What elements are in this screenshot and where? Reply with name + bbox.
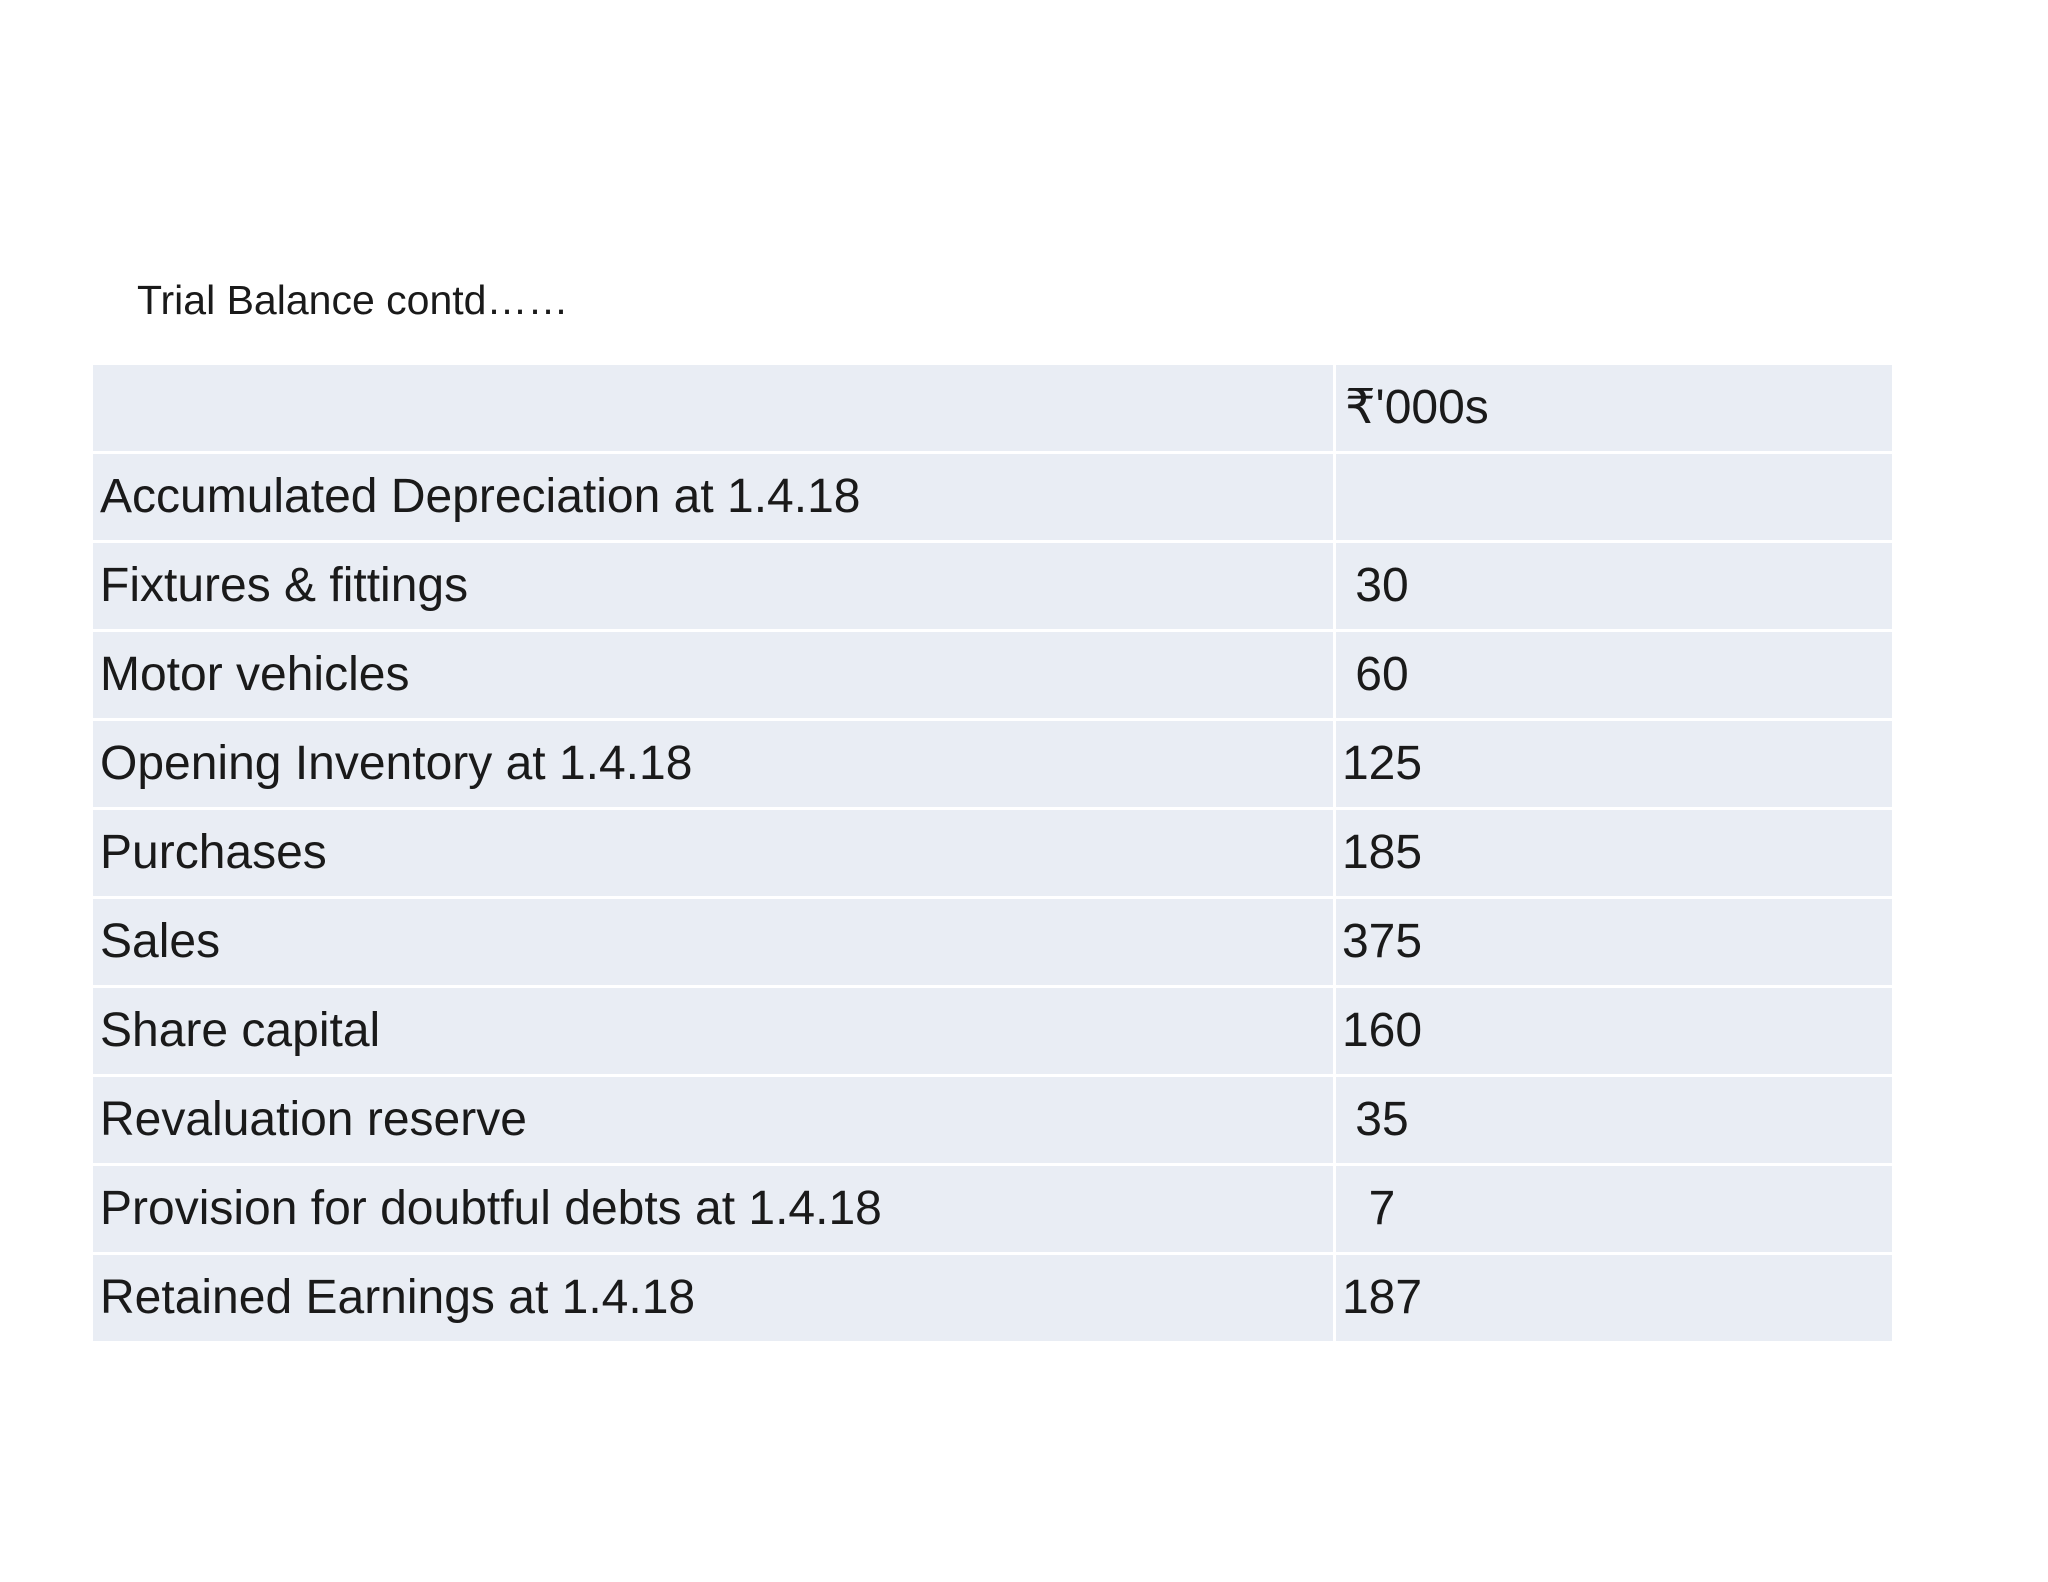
- row-label: Motor vehicles: [93, 632, 1333, 718]
- row-label: Sales: [93, 899, 1333, 985]
- row-value: 187: [1341, 1271, 1423, 1324]
- table-row: Motor vehicles 60: [93, 632, 1892, 718]
- row-label: Revaluation reserve: [93, 1077, 1333, 1163]
- table-header-row: ₹'000s: [93, 365, 1892, 451]
- row-label: Share capital: [93, 988, 1333, 1074]
- row-label: Fixtures & fittings: [93, 543, 1333, 629]
- row-value: 160: [1341, 1004, 1423, 1057]
- row-value-cell: 160: [1336, 988, 1892, 1074]
- row-value-cell: 185: [1336, 810, 1892, 896]
- table-row: Purchases 185: [93, 810, 1892, 896]
- header-label-cell: [93, 365, 1333, 451]
- row-value: 7: [1368, 1182, 1396, 1235]
- page-title: Trial Balance contd……: [137, 277, 569, 323]
- row-value-cell: 7: [1336, 1166, 1892, 1252]
- row-value-cell: 375: [1336, 899, 1892, 985]
- row-value-cell: 187: [1336, 1255, 1892, 1341]
- table-row: Provision for doubtful debts at 1.4.18 7: [93, 1166, 1892, 1252]
- trial-balance-table: ₹'000s Accumulated Depreciation at 1.4.1…: [93, 365, 1892, 1344]
- table-row: Sales 375: [93, 899, 1892, 985]
- row-label: Provision for doubtful debts at 1.4.18: [93, 1166, 1333, 1252]
- table-row: Accumulated Depreciation at 1.4.18: [93, 454, 1892, 540]
- row-value: 185: [1341, 826, 1423, 879]
- header-amount-cell: ₹'000s: [1336, 365, 1892, 451]
- table-row: Fixtures & fittings 30: [93, 543, 1892, 629]
- row-value: 375: [1341, 915, 1423, 968]
- row-value: 60: [1355, 648, 1409, 701]
- row-label: Retained Earnings at 1.4.18: [93, 1255, 1333, 1341]
- row-value: 30: [1355, 559, 1409, 612]
- row-value-cell: [1336, 454, 1892, 540]
- table-row: Share capital 160: [93, 988, 1892, 1074]
- table-row: Retained Earnings at 1.4.18 187: [93, 1255, 1892, 1341]
- row-label: Accumulated Depreciation at 1.4.18: [93, 454, 1333, 540]
- table-row: Opening Inventory at 1.4.18 125: [93, 721, 1892, 807]
- table-row: Revaluation reserve 35: [93, 1077, 1892, 1163]
- row-label: Purchases: [93, 810, 1333, 896]
- row-value-cell: 30: [1336, 543, 1892, 629]
- row-value: 35: [1355, 1093, 1409, 1146]
- row-value-cell: 60: [1336, 632, 1892, 718]
- row-value-cell: 125: [1336, 721, 1892, 807]
- currency-unit-header: ₹'000s: [1345, 381, 1489, 434]
- row-label: Opening Inventory at 1.4.18: [93, 721, 1333, 807]
- row-value-cell: 35: [1336, 1077, 1892, 1163]
- row-value: 125: [1341, 737, 1423, 790]
